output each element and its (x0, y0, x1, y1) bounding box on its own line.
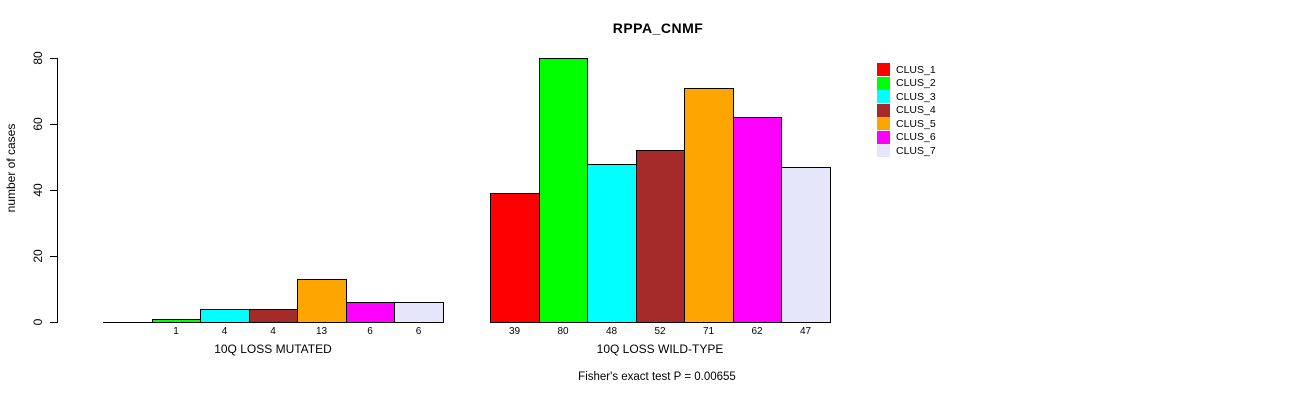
y-axis-label: number of cases (4, 123, 18, 213)
bar-clus_2 (152, 319, 201, 323)
x-group-label-wild-type: 10Q LOSS WILD-TYPE (596, 342, 724, 356)
bar-clus_7 (394, 302, 444, 323)
bar-clus_6 (346, 302, 395, 323)
legend-color-swatch (877, 117, 890, 130)
legend-item-clus_5: CLUS_5 (877, 117, 936, 130)
legend-item-label: CLUS_6 (896, 131, 936, 143)
y-tick-mark (50, 124, 57, 125)
y-tick-label: 40 (31, 183, 45, 197)
y-axis-line (57, 58, 58, 323)
legend-item-clus_7: CLUS_7 (877, 144, 936, 157)
bar-clus_6 (733, 117, 782, 323)
legend-color-swatch (877, 130, 890, 144)
legend-color-swatch (877, 63, 890, 76)
legend-item-label: CLUS_5 (896, 117, 936, 130)
y-tick-mark (50, 256, 57, 257)
bar-value-label: 1 (173, 326, 179, 337)
bar-clus_3 (200, 309, 250, 323)
y-tick-label: 80 (31, 51, 45, 65)
bar-value-label: 71 (702, 326, 715, 337)
legend-color-swatch (877, 76, 890, 90)
legend-item-clus_3: CLUS_3 (877, 90, 936, 103)
legend-item-clus_2: CLUS_2 (877, 76, 936, 90)
bar-value-label: 6 (367, 326, 373, 337)
y-tick-mark (50, 190, 57, 191)
legend-color-swatch (877, 103, 890, 117)
bar-clus_5 (297, 279, 347, 323)
bar-value-label: 48 (605, 326, 618, 337)
bar-value-label: 13 (315, 326, 328, 337)
legend-color-swatch (877, 144, 890, 157)
bar-value-label: 4 (270, 326, 276, 337)
bar-value-label: 80 (557, 326, 569, 337)
fisher-test-annotation: Fisher's exact test P = 0.00655 (578, 371, 736, 383)
y-tick-label: 0 (31, 318, 45, 326)
bar-clus_2 (539, 58, 588, 323)
legend-item-label: CLUS_1 (896, 63, 936, 76)
y-tick-label: 20 (31, 249, 45, 263)
legend-item-label: CLUS_7 (896, 144, 936, 157)
bar-value-label: 62 (751, 326, 763, 337)
bar-clus_3 (587, 164, 637, 323)
bar-value-label: 6 (415, 326, 422, 337)
bar-value-label: 52 (654, 326, 666, 337)
x-group-label-mutated: 10Q LOSS MUTATED (214, 342, 332, 356)
legend-item-label: CLUS_4 (896, 104, 936, 116)
y-tick-mark (50, 322, 57, 323)
legend-item-label: CLUS_3 (896, 90, 936, 103)
bar-clus_1 (490, 193, 540, 323)
bar-value-label: 39 (508, 326, 521, 337)
bar-clus_4 (249, 309, 298, 323)
chart-title: RPPA_CNMF (612, 20, 704, 36)
legend-item-clus_4: CLUS_4 (877, 103, 936, 117)
bar-clus_7 (781, 167, 831, 323)
bar-value-label: 47 (799, 326, 812, 337)
y-tick-label: 60 (31, 117, 45, 131)
legend-color-swatch (877, 90, 890, 103)
legend-item-clus_1: CLUS_1 (877, 63, 936, 76)
legend-item-clus_6: CLUS_6 (877, 130, 936, 144)
bar-value-label: 4 (221, 326, 228, 337)
legend-item-label: CLUS_2 (896, 77, 936, 89)
y-tick-mark (50, 58, 57, 59)
bar-clus_4 (636, 150, 685, 323)
bar-clus_5 (684, 88, 734, 323)
